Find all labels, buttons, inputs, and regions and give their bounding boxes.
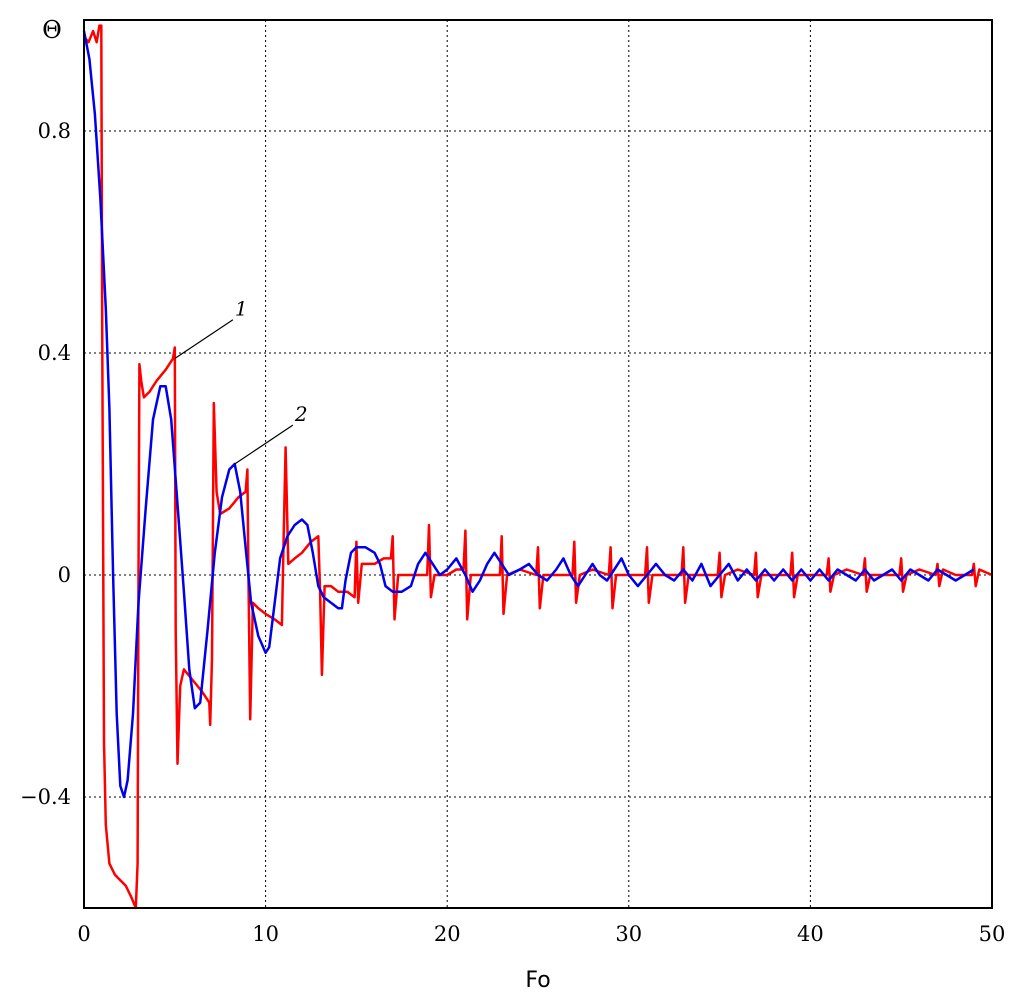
- annotation-label-2: 2: [294, 402, 308, 426]
- x-tick-label: 40: [797, 922, 824, 946]
- x-tick-label: 10: [252, 922, 279, 946]
- y-axis-title: Θ: [42, 16, 62, 44]
- y-tick-label: −0.4: [20, 785, 71, 809]
- annotations: 12: [174, 297, 308, 465]
- x-tick-label: 0: [77, 922, 90, 946]
- series-layer: [82, 24, 993, 910]
- grid: [84, 20, 992, 908]
- x-axis-title: Fo: [525, 968, 550, 993]
- plot-frame: [83, 19, 993, 909]
- series-line-1: [83, 24, 993, 910]
- y-tick-label: 0.4: [38, 341, 71, 365]
- x-tick-label: 30: [615, 922, 642, 946]
- annotation-leader-1: [174, 319, 234, 360]
- series-line-2: [82, 30, 975, 799]
- annotation-leader-2: [234, 424, 294, 465]
- annotation-label-1: 1: [235, 297, 248, 321]
- x-tick-label: 50: [979, 922, 1006, 946]
- x-tick-label: 20: [434, 922, 461, 946]
- y-tick-label: 0: [58, 563, 71, 587]
- tick-labels: 0 10 20 30 40 50 0.8 0.4 0 −0.4: [20, 119, 1005, 946]
- y-tick-label: 0.8: [38, 119, 71, 143]
